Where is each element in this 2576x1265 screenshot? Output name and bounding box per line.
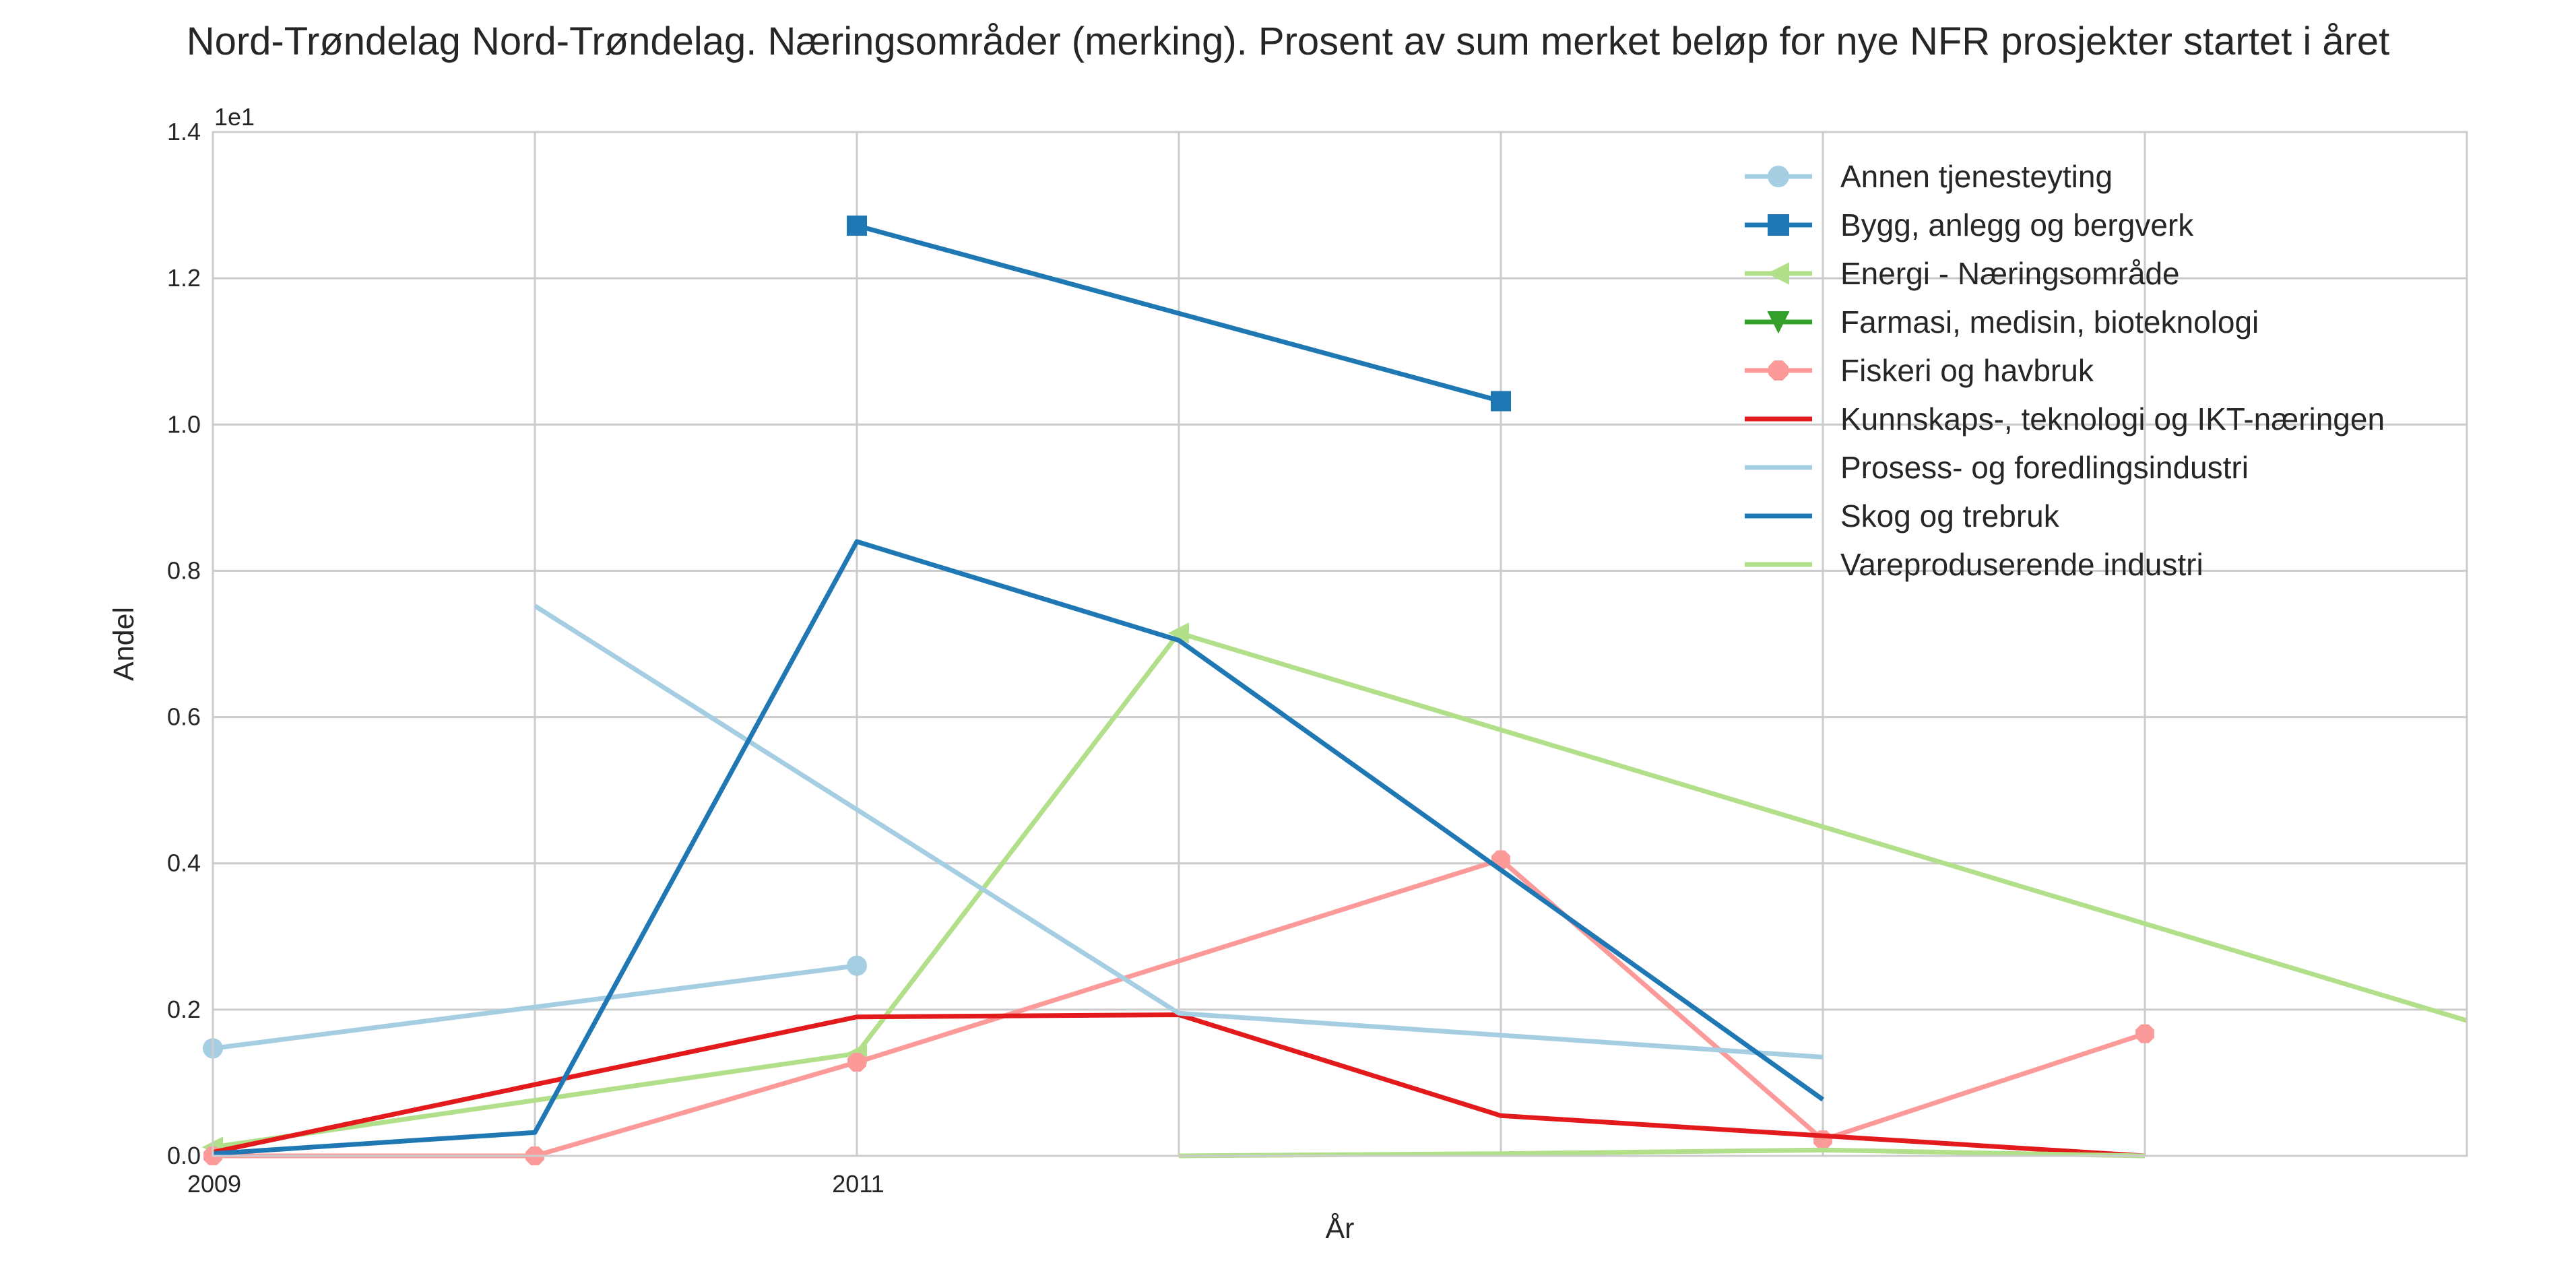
series-line — [212, 963, 858, 1051]
series-8 — [1178, 630, 2468, 1159]
legend-label: Skog og trebruk — [1840, 498, 2060, 533]
legend-label: Fiskeri og havbruk — [1840, 353, 2094, 388]
legend-item: Farmasi, medisin, bioteknologi — [1745, 304, 2259, 339]
y-tick-label: 1.4 — [167, 118, 201, 145]
legend-label: Bygg, anlegg og bergverk — [1840, 207, 2194, 242]
legend-label: Vareproduserende industri — [1840, 547, 2203, 582]
legend-item: Annen tjenesteyting — [1745, 159, 2113, 194]
data-point — [847, 1053, 866, 1072]
y-axis-offset-label: 1e1 — [214, 103, 255, 131]
data-point — [1491, 391, 1511, 412]
legend-label: Kunnskaps-, teknologi og IKT-næringen — [1840, 401, 2385, 436]
x-tick-label: 2009 — [187, 1170, 241, 1198]
legend-marker — [1767, 311, 1790, 334]
chart-title: Nord-Trøndelag Nord-Trøndelag. Næringsom… — [186, 20, 2390, 63]
legend-marker — [1766, 262, 1789, 285]
y-tick-label: 0.0 — [167, 1142, 201, 1169]
series-layer — [201, 215, 2468, 1165]
y-tick-label: 0.6 — [167, 703, 201, 731]
legend-label: Energi - Næringsområde — [1840, 256, 2180, 291]
legend-item: Vareproduserende industri — [1745, 547, 2203, 582]
legend-label: Farmasi, medisin, bioteknologi — [1840, 304, 2259, 339]
legend-marker — [1768, 166, 1789, 187]
series-line — [212, 539, 1825, 1157]
data-point — [847, 955, 867, 976]
series-line — [1178, 1147, 2146, 1159]
legend-item: Skog og trebruk — [1745, 498, 2060, 533]
legend-item: Fiskeri og havbruk — [1745, 353, 2094, 388]
y-tick-label: 1.2 — [167, 264, 201, 292]
plot-frame — [212, 131, 2468, 1157]
y-tick-label: 0.8 — [167, 556, 201, 584]
legend-label: Annen tjenesteyting — [1840, 159, 2113, 194]
x-axis-label: År — [1326, 1212, 1355, 1245]
legend-label: Prosess- og foredlingsindustri — [1840, 450, 2249, 485]
legend-marker — [1768, 214, 1789, 236]
series-7 — [212, 539, 1825, 1157]
legend: Annen tjenesteyting Bygg, anlegg og bergv… — [1745, 159, 2385, 582]
series-line — [1178, 630, 2468, 1023]
x-tick-label: 2011 — [832, 1170, 884, 1198]
y-axis-label: Andel — [108, 607, 140, 681]
y-tick-label: 1.0 — [167, 410, 201, 438]
legend-item: Bygg, anlegg og bergverk — [1745, 207, 2194, 242]
data-point — [847, 215, 867, 236]
legend-marker — [1768, 360, 1789, 381]
legend-item: Prosess- og foredlingsindustri — [1745, 450, 2249, 485]
y-tick-label: 0.2 — [167, 996, 201, 1023]
legend-item: Energi - Næringsområde — [1745, 256, 2180, 291]
series-2 — [201, 622, 1189, 1158]
series-line — [856, 223, 1502, 403]
data-point — [2135, 1024, 2154, 1043]
legend-item: Kunnskaps-, teknologi og IKT-næringen — [1745, 401, 2385, 436]
tick-layer: 0.0 0.2 0.4 0.6 0.8 1.0 1.2 1.4 2009 2011 — [167, 118, 884, 1198]
y-tick-label: 0.4 — [167, 849, 201, 877]
series-1 — [847, 215, 1511, 412]
